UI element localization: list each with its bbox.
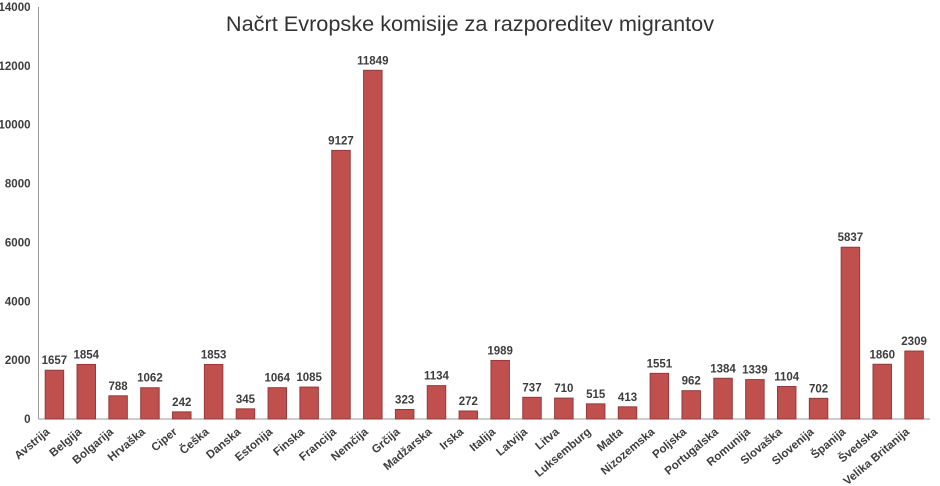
svg-text:4000: 4000 [5, 296, 31, 308]
svg-text:710: 710 [554, 383, 573, 395]
svg-text:1104: 1104 [774, 372, 800, 384]
svg-text:962: 962 [682, 376, 701, 388]
svg-text:12000: 12000 [0, 61, 31, 73]
svg-text:Avstrija: Avstrija [13, 426, 53, 462]
svg-text:Latvija: Latvija [494, 426, 530, 459]
svg-text:Luksemburg: Luksemburg [533, 426, 594, 480]
svg-text:1085: 1085 [296, 372, 322, 384]
svg-text:242: 242 [172, 397, 191, 409]
svg-text:14000: 14000 [0, 2, 31, 14]
svg-text:Irska: Irska [438, 426, 467, 453]
svg-text:1339: 1339 [742, 365, 768, 377]
svg-text:702: 702 [809, 383, 828, 395]
svg-text:323: 323 [395, 394, 414, 406]
svg-text:272: 272 [459, 396, 478, 408]
svg-text:1134: 1134 [424, 371, 450, 383]
svg-text:0: 0 [24, 414, 30, 426]
svg-text:2309: 2309 [901, 336, 927, 348]
svg-text:413: 413 [618, 392, 637, 404]
svg-text:2000: 2000 [5, 355, 31, 367]
svg-text:1854: 1854 [73, 349, 99, 361]
svg-text:515: 515 [586, 389, 606, 401]
svg-text:788: 788 [109, 381, 129, 393]
svg-text:9127: 9127 [328, 135, 354, 147]
svg-text:6000: 6000 [5, 237, 31, 249]
svg-text:10000: 10000 [0, 120, 31, 132]
svg-text:1551: 1551 [647, 358, 673, 370]
svg-text:1657: 1657 [42, 355, 68, 367]
svg-text:1853: 1853 [201, 349, 227, 361]
svg-text:11849: 11849 [357, 55, 388, 67]
svg-text:1062: 1062 [137, 373, 163, 385]
svg-text:5837: 5837 [838, 232, 864, 244]
svg-text:Ciper: Ciper [149, 426, 180, 454]
svg-text:1860: 1860 [869, 349, 895, 361]
svg-text:8000: 8000 [5, 179, 31, 191]
svg-text:1384: 1384 [710, 363, 736, 375]
svg-text:1989: 1989 [487, 345, 513, 357]
svg-text:737: 737 [522, 382, 541, 394]
svg-text:1064: 1064 [264, 373, 290, 385]
svg-text:345: 345 [236, 394, 256, 406]
